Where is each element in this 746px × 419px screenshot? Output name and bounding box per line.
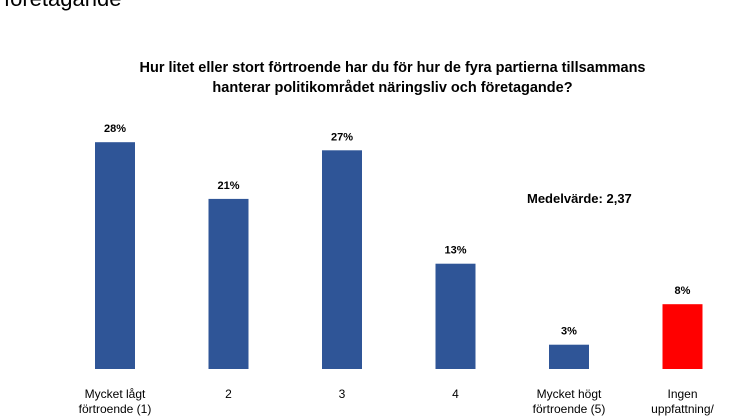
data-label: 13%: [444, 245, 466, 257]
data-label: 3%: [561, 326, 577, 338]
category-label: Mycket högt förtroende (5): [533, 387, 606, 416]
mean-annotation: Medelvärde: 2,37: [527, 191, 632, 206]
data-label: 8%: [675, 285, 691, 297]
bar: [435, 263, 476, 369]
category-label: Ingen uppfattning/: [651, 387, 714, 416]
slide-title: företagande: [4, 0, 121, 12]
bar: [208, 198, 249, 369]
category-label: 4: [452, 387, 459, 401]
chart-title: Hur litet eller stort förtroende har du …: [139, 60, 646, 96]
bar: [322, 150, 362, 369]
data-label: 21%: [217, 180, 239, 192]
category-label: 3: [339, 387, 346, 401]
category-label: Mycket lågt förtroende (1): [79, 387, 152, 416]
category-label: 2: [225, 387, 232, 401]
bar: [95, 142, 135, 369]
data-label: 27%: [331, 131, 353, 143]
bar: [662, 304, 703, 369]
bar: [549, 344, 589, 369]
data-label: 28%: [104, 123, 126, 135]
